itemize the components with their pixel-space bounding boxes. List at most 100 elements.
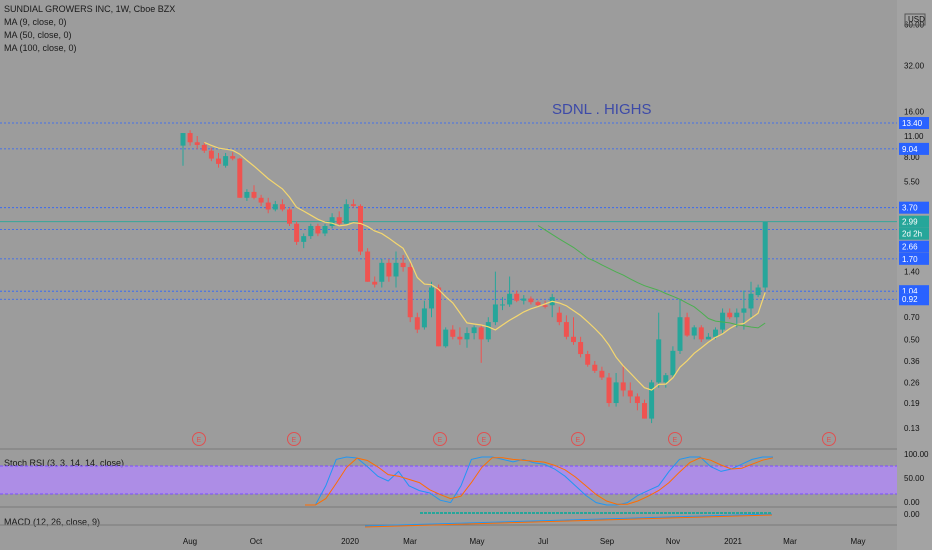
time-axis-label: Sep bbox=[600, 537, 615, 546]
earnings-marker-label: E bbox=[292, 437, 297, 444]
earnings-marker-icon bbox=[571, 432, 585, 446]
earnings-marker-icon bbox=[822, 432, 836, 446]
candle-body bbox=[350, 204, 356, 206]
currency-label: USD bbox=[908, 15, 925, 24]
macd-histogram-bar bbox=[752, 512, 755, 514]
macd-histogram-bar bbox=[520, 512, 523, 514]
macd-histogram-bar bbox=[732, 512, 735, 514]
macd-histogram-bar bbox=[708, 512, 711, 514]
macd-histogram-bar bbox=[508, 512, 511, 514]
ma50-legend[interactable]: MA (50, close, 0) bbox=[4, 30, 72, 40]
macd-histogram-bar bbox=[424, 512, 427, 514]
macd-histogram-bar bbox=[768, 512, 771, 514]
macd-histogram-bar bbox=[488, 512, 491, 514]
candle-body bbox=[407, 267, 413, 318]
candle-body bbox=[343, 204, 349, 224]
candle-body bbox=[642, 403, 647, 419]
macd-tick-label: 0.00 bbox=[904, 510, 920, 519]
macd-histogram-bar bbox=[728, 512, 731, 514]
level-tag-label: 2d 2h bbox=[902, 230, 922, 239]
candle-body bbox=[677, 317, 683, 351]
candle-body bbox=[329, 217, 335, 227]
earnings-marker-icon bbox=[192, 432, 206, 446]
macd-histogram-bar bbox=[632, 512, 635, 514]
candle-body bbox=[301, 236, 307, 242]
ma9-line bbox=[204, 141, 766, 391]
candle-body bbox=[421, 308, 427, 328]
candle-body bbox=[244, 191, 250, 198]
level-tag bbox=[899, 142, 929, 155]
candle-body bbox=[492, 304, 498, 323]
macd-label[interactable]: MACD (12, 26, close, 9) bbox=[4, 517, 101, 527]
macd-histogram-bar bbox=[644, 512, 647, 514]
candle-body bbox=[308, 226, 314, 237]
candle-body bbox=[563, 322, 569, 337]
macd-line bbox=[364, 513, 773, 527]
candle-body bbox=[656, 339, 662, 383]
candle-body bbox=[556, 312, 562, 323]
macd-histogram-bar bbox=[740, 512, 743, 514]
macd-histogram-bar bbox=[700, 512, 703, 514]
price-axis bbox=[897, 0, 932, 550]
candle-body bbox=[443, 329, 449, 347]
macd-histogram-bar bbox=[760, 512, 763, 514]
candle-body bbox=[514, 293, 520, 301]
candle-body bbox=[414, 317, 420, 330]
level-tag-label: 1.70 bbox=[902, 255, 918, 264]
candle-body bbox=[713, 329, 718, 337]
candle-body bbox=[727, 312, 733, 318]
macd-histogram-bar bbox=[672, 512, 675, 514]
candle-body bbox=[535, 302, 541, 306]
macd-histogram-bar bbox=[604, 512, 607, 514]
macd-histogram-bar bbox=[484, 512, 487, 514]
macd-histogram-bar bbox=[496, 512, 499, 514]
candle-body bbox=[379, 262, 385, 282]
stoch-band bbox=[0, 466, 897, 494]
candle-body bbox=[194, 142, 200, 145]
price-tick-label: 0.19 bbox=[904, 399, 920, 408]
macd-histogram-bar bbox=[660, 512, 663, 514]
macd-histogram-bar bbox=[524, 512, 527, 514]
earnings-marker-label: E bbox=[673, 437, 678, 444]
level-tag-label: 0.92 bbox=[902, 295, 918, 304]
candle-body bbox=[585, 354, 591, 365]
macd-histogram-bar bbox=[444, 512, 447, 514]
level-tag-label: 3.70 bbox=[902, 204, 918, 213]
candle-body bbox=[620, 382, 626, 391]
ma100-legend[interactable]: MA (100, close, 0) bbox=[4, 43, 77, 53]
candle-body bbox=[272, 204, 278, 210]
candle-body bbox=[287, 209, 292, 224]
time-axis-label: Mar bbox=[403, 537, 417, 546]
candle-body bbox=[705, 336, 711, 340]
price-tick-label: 0.36 bbox=[904, 357, 920, 366]
stoch-tick-label: 100.00 bbox=[904, 450, 929, 459]
candle-body bbox=[634, 396, 640, 404]
candle-body bbox=[691, 327, 697, 336]
macd-histogram-bar bbox=[536, 512, 539, 514]
stoch-rsi-label[interactable]: Stoch RSI (3, 3, 14, 14, close) bbox=[4, 458, 125, 468]
time-axis-label: May bbox=[850, 537, 865, 546]
candle-body bbox=[265, 202, 271, 210]
macd-histogram-bar bbox=[696, 512, 699, 514]
macd-histogram-bar bbox=[540, 512, 543, 514]
macd-histogram-bar bbox=[552, 512, 555, 514]
candle-body bbox=[372, 281, 378, 285]
candle-body bbox=[670, 350, 676, 376]
candle-body bbox=[599, 370, 605, 378]
time-axis-label: 2021 bbox=[724, 537, 742, 546]
currency-box bbox=[904, 13, 926, 26]
macd-histogram-bar bbox=[504, 512, 507, 514]
candle-body bbox=[748, 293, 754, 309]
macd-histogram-bar bbox=[476, 512, 479, 514]
macd-histogram-bar bbox=[756, 512, 759, 514]
macd-histogram-bar bbox=[668, 512, 671, 514]
macd-histogram-bar bbox=[620, 512, 623, 514]
candle-body bbox=[230, 156, 236, 159]
ma9-legend[interactable]: MA (9, close, 0) bbox=[4, 17, 67, 27]
level-tag bbox=[899, 293, 929, 306]
candle-body bbox=[251, 191, 257, 198]
macd-histogram-bar bbox=[432, 512, 435, 514]
macd-histogram-bar bbox=[556, 512, 559, 514]
macd-histogram-bar bbox=[564, 512, 567, 514]
